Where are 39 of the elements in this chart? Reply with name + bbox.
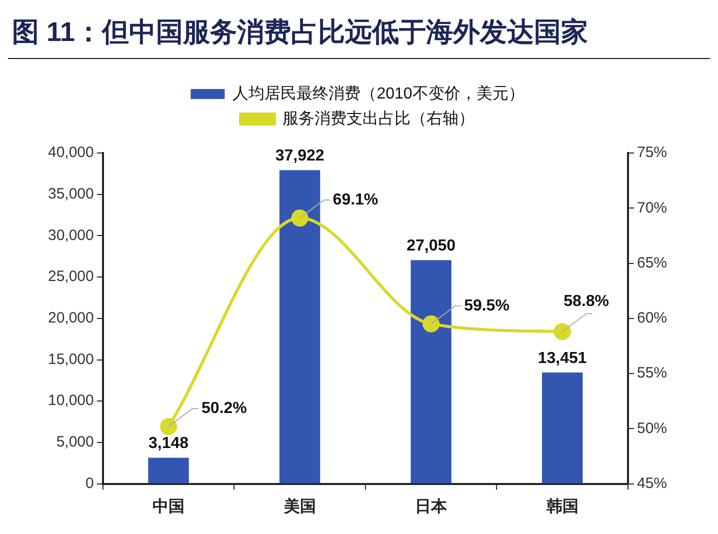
data-label: 69.1% — [332, 191, 378, 208]
data-label: 58.8% — [564, 293, 610, 310]
bar — [542, 372, 583, 484]
bar — [410, 260, 452, 484]
x-tick-label: 韩国 — [545, 498, 578, 516]
y-tick-label: 0 — [86, 474, 94, 492]
data-label: 3,148 — [148, 435, 189, 452]
bar — [148, 458, 189, 484]
point — [422, 315, 440, 332]
legend-label: 服务消费支出占比（右轴） — [282, 109, 474, 128]
chart-title: 图 11：但中国服务消费占比远低于海外发达国家 — [8, 8, 710, 59]
y2-tick-label: 60% — [636, 310, 668, 327]
y2-tick-label: 70% — [636, 199, 668, 216]
data-label: 59.5% — [464, 297, 510, 314]
data-label: 50.2% — [202, 400, 247, 417]
data-label: 27,050 — [406, 238, 456, 255]
y2-tick-label: 55% — [636, 364, 668, 382]
data-label: 37,922 — [275, 148, 324, 165]
y-tick-label: 40,000 — [48, 144, 94, 162]
legend-label: 人均居民最终消费（2010不变价，美元） — [232, 84, 524, 102]
y-tick-label: 5,000 — [56, 434, 94, 451]
y-tick-label: 20,000 — [48, 310, 94, 327]
point — [160, 418, 178, 435]
y-tick-label: 15,000 — [48, 350, 94, 368]
x-tick-label: 美国 — [282, 496, 316, 516]
y2-tick-label: 75% — [636, 144, 668, 162]
y-tick-label: 25,000 — [48, 268, 94, 286]
x-tick-label: 日本 — [415, 498, 448, 516]
y-tick-label: 10,000 — [48, 392, 94, 410]
y2-tick-label: 65% — [636, 254, 668, 272]
y-tick-label: 30,000 — [48, 226, 94, 244]
y-tick-label: 35,000 — [48, 185, 94, 202]
point — [291, 210, 308, 227]
y2-tick-label: 45% — [636, 474, 668, 492]
point — [554, 323, 571, 340]
data-label: 13,451 — [538, 350, 587, 367]
bar — [279, 170, 320, 484]
y2-tick-label: 50% — [636, 420, 668, 437]
x-tick-label: 中国 — [152, 498, 185, 516]
